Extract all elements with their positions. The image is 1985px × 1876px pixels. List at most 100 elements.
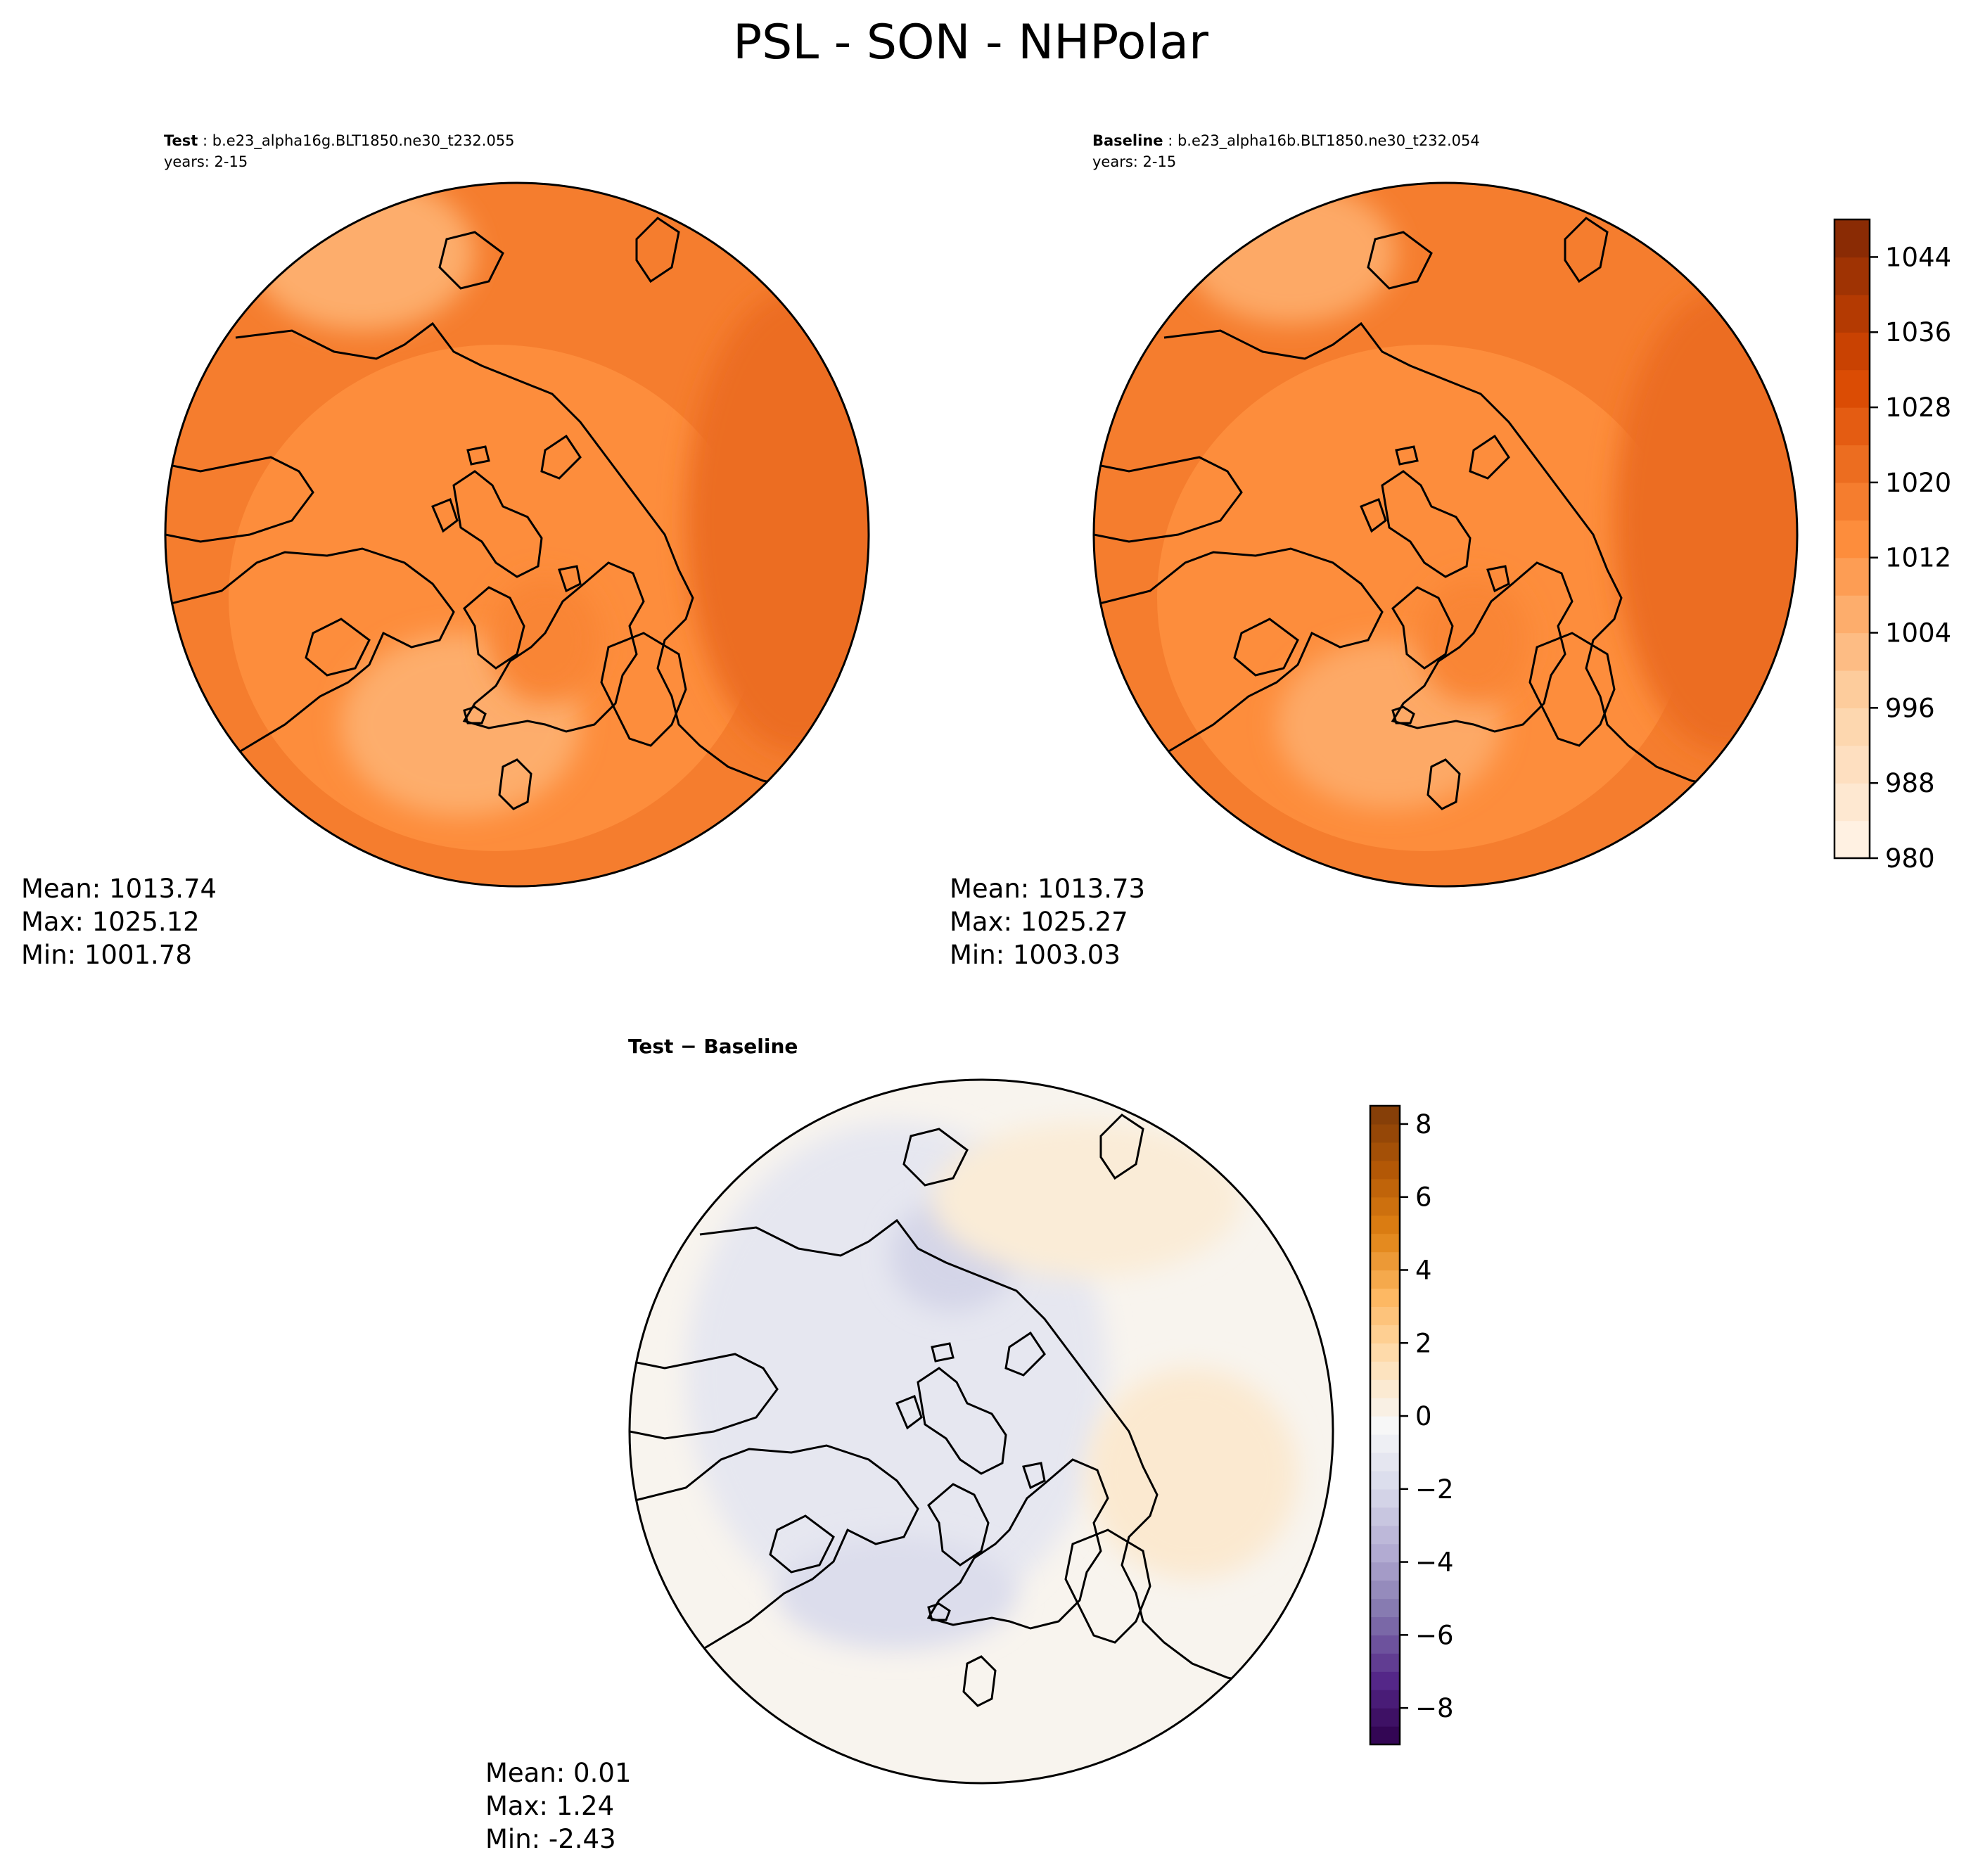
cbar-psl-tick-label: 996	[1885, 693, 1935, 723]
cbar-diff-tick-label: 4	[1415, 1255, 1432, 1285]
cbar-diff-tick-label: −2	[1415, 1474, 1454, 1505]
panel-difference-title: Test − Baseline	[628, 1035, 798, 1058]
cbar-psl-segment	[1834, 482, 1870, 521]
cbar-diff-segment	[1370, 1580, 1400, 1600]
map-baseline-boundary	[1092, 181, 1799, 888]
cbar-diff-segment	[1370, 1251, 1400, 1271]
map-baseline-field-greenland-high	[1417, 577, 1530, 703]
panel-baseline-max: Max: 1025.27	[950, 907, 1128, 937]
cbar-psl-tick-label: 1012	[1885, 543, 1951, 573]
panel-test-years: years: 2-15	[164, 153, 248, 170]
cbar-diff-segment	[1370, 1452, 1400, 1472]
panel-difference-min: Min: -2.43	[485, 1824, 616, 1854]
panel-difference-max: Max: 1.24	[485, 1791, 614, 1821]
panel-baseline-years: years: 2-15	[1092, 153, 1176, 170]
colorbar-psl: 980 988 996 1004 1012 1020 1028 1036 1044	[1833, 218, 1951, 874]
panel-baseline: Baseline : b.e23_alpha16b.BLT1850.ne30_t…	[950, 132, 1951, 970]
map-difference	[628, 1078, 1334, 1785]
map-test	[164, 181, 870, 888]
cbar-diff-segment	[1370, 1690, 1400, 1709]
cbar-psl-segment	[1834, 369, 1870, 408]
cbar-psl-segment	[1834, 332, 1870, 371]
cbar-psl-segment	[1834, 219, 1870, 258]
cbar-diff-segment	[1370, 1197, 1400, 1216]
cbar-psl-frame	[1833, 218, 1871, 860]
panel-difference: Test − Baseline Mean: 0.01 Max: 1.24 Min…	[485, 1035, 1454, 1854]
cbar-diff-segment	[1370, 1379, 1400, 1398]
cbar-diff-segment	[1370, 1635, 1400, 1654]
cbar-diff-segment	[1370, 1270, 1400, 1289]
cbar-diff-segment	[1370, 1233, 1400, 1253]
cbar-diff-tick-label: −8	[1415, 1693, 1454, 1723]
map-difference-boundary	[628, 1078, 1334, 1785]
panel-baseline-min: Min: 1003.03	[950, 940, 1121, 970]
panel-test-min: Min: 1001.78	[21, 940, 192, 970]
cbar-psl-segment	[1834, 820, 1870, 859]
cbar-diff-tick-label: −4	[1415, 1548, 1454, 1578]
map-baseline-field-aleutian-low	[1185, 183, 1396, 324]
map-test-boundary	[164, 181, 870, 888]
cbar-diff-segment	[1370, 1106, 1400, 1125]
panel-baseline-label: Baseline	[1092, 132, 1163, 149]
cbar-diff-segment	[1370, 1343, 1400, 1362]
cbar-psl-segment	[1834, 708, 1870, 746]
panel-test-mean: Mean: 1013.74	[21, 874, 217, 904]
cbar-psl-segment	[1834, 595, 1870, 634]
map-test-field-aleutian-low	[250, 183, 475, 331]
map-test-field-greenland-high	[489, 577, 601, 703]
cbar-diff-segment	[1370, 1288, 1400, 1307]
map-difference-field-siberia	[932, 1122, 1242, 1277]
cbar-diff-tick-label: 0	[1415, 1401, 1432, 1431]
cbar-diff-segment	[1370, 1160, 1400, 1180]
cbar-psl-segment	[1834, 407, 1870, 446]
cbar-diff-segment	[1370, 1562, 1400, 1581]
panel-test-header: Test : b.e23_alpha16g.BLT1850.ne30_t232.…	[164, 132, 515, 150]
cbar-diff-segment	[1370, 1470, 1400, 1490]
cbar-psl-tick-label: 1020	[1885, 468, 1951, 498]
panel-difference-label-baseline: Baseline	[703, 1035, 798, 1058]
panel-baseline-case: b.e23_alpha16b.BLT1850.ne30_t232.054	[1177, 132, 1480, 150]
cbar-psl-tick-label: 988	[1885, 768, 1935, 798]
cbar-psl-segment	[1834, 294, 1870, 333]
cbar-psl-segment	[1834, 257, 1870, 295]
panel-test: Test : b.e23_alpha16g.BLT1850.ne30_t232.…	[21, 132, 870, 970]
panel-test-label: Test	[164, 132, 198, 149]
panel-baseline-mean: Mean: 1013.73	[950, 874, 1145, 904]
cbar-diff-segment	[1370, 1398, 1400, 1417]
cbar-diff-segment	[1370, 1488, 1400, 1508]
cbar-psl-segment	[1834, 745, 1870, 784]
panel-baseline-header: Baseline : b.e23_alpha16b.BLT1850.ne30_t…	[1092, 132, 1480, 150]
cbar-psl-tick-label: 980	[1885, 843, 1935, 874]
cbar-diff-frame	[1369, 1104, 1401, 1746]
cbar-psl-segment	[1834, 670, 1870, 708]
map-difference-field-south-greenland	[777, 1537, 1016, 1650]
colorbar-difference: −8 −6 −4 −2 0 2 4 6 8	[1369, 1104, 1454, 1746]
map-test-field-siberian-high	[686, 288, 869, 753]
cbar-diff-segment	[1370, 1507, 1400, 1526]
cbar-diff-segment	[1370, 1325, 1400, 1344]
map-difference-field-europe	[1087, 1368, 1298, 1579]
cbar-diff-segment	[1370, 1708, 1400, 1727]
cbar-diff-segment	[1370, 1215, 1400, 1234]
panel-test-case: b.e23_alpha16g.BLT1850.ne30_t232.055	[212, 132, 515, 150]
cbar-diff-segment	[1370, 1434, 1400, 1453]
panel-difference-mean: Mean: 0.01	[485, 1758, 631, 1788]
map-baseline-field-siberian-high	[1614, 288, 1797, 753]
cbar-diff-segment	[1370, 1726, 1400, 1745]
cbar-psl-segment	[1834, 445, 1870, 483]
cbar-psl-segment	[1834, 783, 1870, 822]
cbar-psl-segment	[1834, 520, 1870, 559]
cbar-diff-segment	[1370, 1178, 1400, 1198]
cbar-psl-segment	[1834, 557, 1870, 596]
cbar-psl-tick-label: 1044	[1885, 242, 1951, 272]
cbar-diff-tick-label: 8	[1415, 1109, 1432, 1140]
cbar-diff-segment	[1370, 1361, 1400, 1380]
panel-difference-label-test: Test	[628, 1035, 673, 1058]
panel-difference-separator: −	[673, 1035, 703, 1058]
cbar-psl-segment	[1834, 632, 1870, 671]
cbar-psl-tick-label: 1004	[1885, 618, 1951, 649]
cbar-diff-segment	[1370, 1525, 1400, 1545]
cbar-diff-segment	[1370, 1616, 1400, 1635]
cbar-psl-tick-label: 1036	[1885, 317, 1951, 347]
